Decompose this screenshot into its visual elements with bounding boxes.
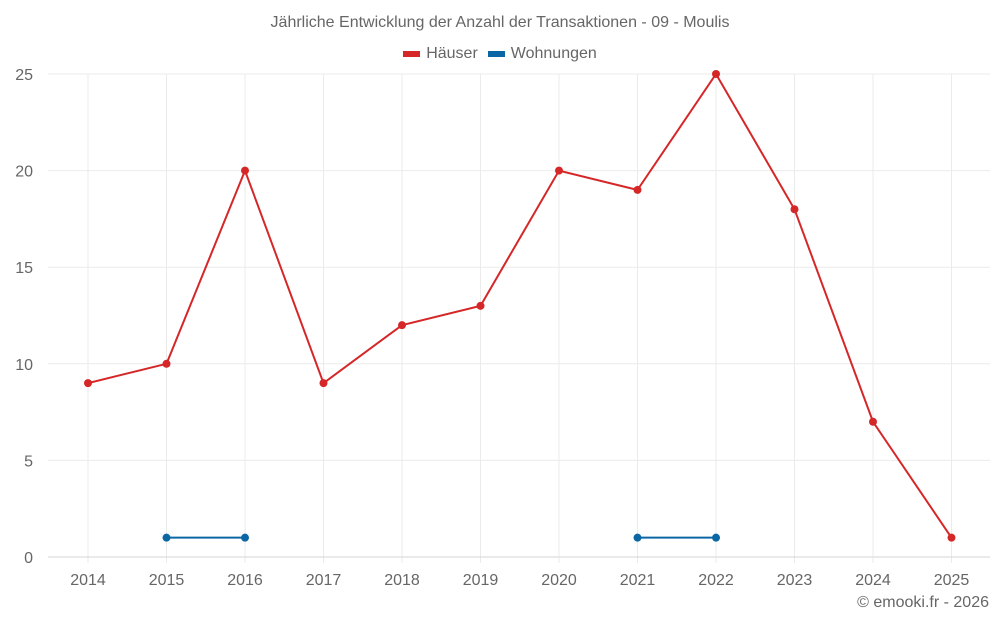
data-point[interactable]	[869, 417, 877, 426]
copyright-credit: © emooki.fr - 2026	[857, 594, 989, 611]
data-point[interactable]	[633, 533, 642, 542]
x-tick-label: 2024	[855, 572, 891, 589]
x-tick-label: 2014	[70, 572, 106, 589]
data-point[interactable]	[476, 301, 485, 310]
y-tick-label: 25	[15, 67, 33, 84]
data-point[interactable]	[162, 533, 171, 542]
legend-item-wohnungen[interactable]: Wohnungen	[487, 45, 597, 63]
legend-label-wohnungen: Wohnungen	[510, 45, 597, 62]
data-point[interactable]	[398, 321, 406, 330]
legend-item-haeuser[interactable]: Häuser	[403, 45, 478, 63]
y-tick-label: 10	[15, 357, 33, 374]
data-point[interactable]	[712, 533, 720, 542]
data-point[interactable]	[241, 166, 249, 175]
data-point[interactable]	[162, 359, 171, 368]
legend: Häuser Wohnungen	[0, 45, 1000, 63]
data-point[interactable]	[319, 379, 328, 388]
y-tick-label: 5	[24, 453, 33, 470]
grid-lines	[48, 73, 990, 557]
x-tick-label: 2016	[227, 572, 263, 589]
data-point[interactable]	[712, 70, 720, 78]
y-tick-label: 0	[24, 550, 33, 567]
x-tick-label: 2017	[306, 572, 342, 589]
y-tick-label: 15	[15, 260, 33, 277]
x-tick-label: 2022	[698, 572, 734, 589]
x-tick-label: 2020	[541, 572, 577, 589]
legend-swatch-wohnungen	[487, 51, 505, 57]
series-line	[87, 72, 953, 539]
legend-label-haeuser: Häuser	[426, 45, 478, 62]
x-tick-label: 2019	[463, 572, 499, 589]
chart-title: Jährliche Entwicklung der Anzahl der Tra…	[270, 14, 730, 31]
data-point[interactable]	[84, 379, 92, 388]
y-tick-label: 20	[15, 164, 33, 181]
x-tick-label: 2025	[934, 572, 970, 589]
data-point[interactable]	[241, 533, 249, 542]
data-point[interactable]	[555, 166, 563, 175]
data-point[interactable]	[790, 205, 799, 214]
data-point[interactable]	[633, 185, 642, 194]
data-point[interactable]	[947, 533, 956, 542]
x-tick-label: 2015	[149, 572, 185, 589]
x-tick-label: 2018	[384, 572, 420, 589]
x-tick-label: 2021	[620, 572, 656, 589]
x-tick-label: 2023	[777, 572, 813, 589]
legend-swatch-haeuser	[403, 51, 421, 57]
series-lines	[84, 70, 956, 542]
